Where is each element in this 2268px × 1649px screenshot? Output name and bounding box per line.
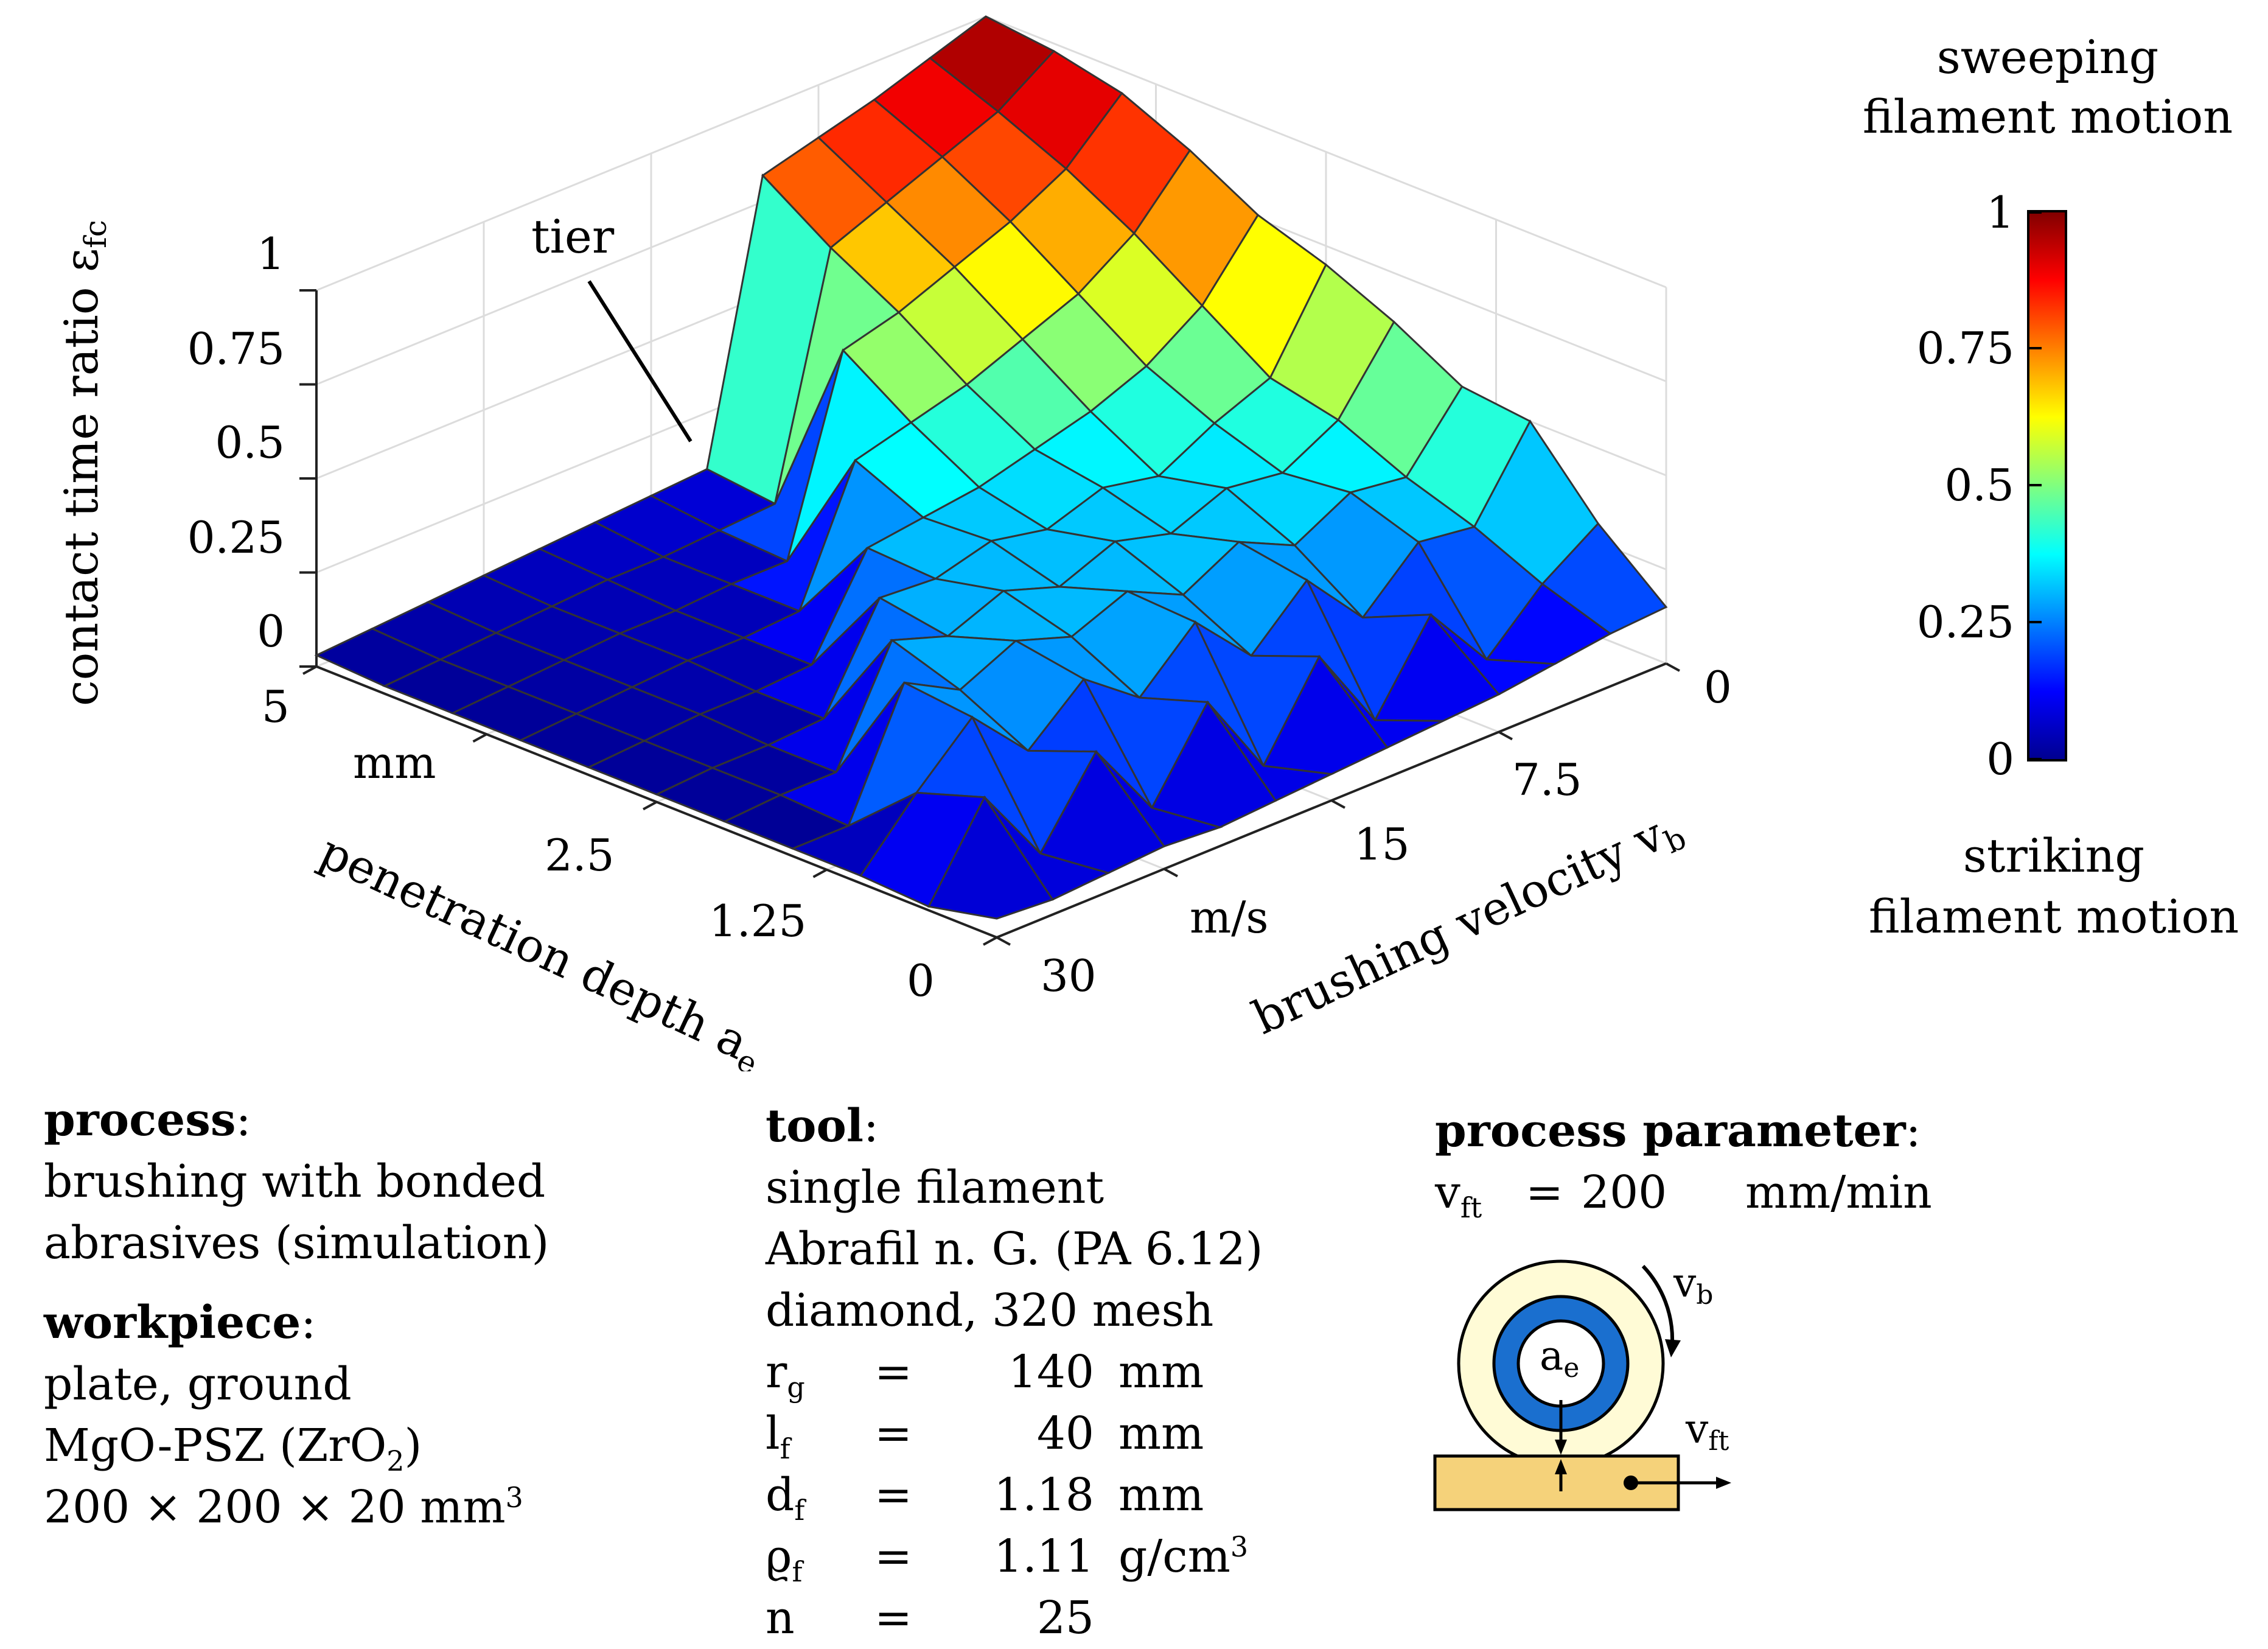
tool-param-row: df = 1.18 mm — [766, 1469, 1204, 1527]
workpiece-line-3: 200 × 200 × 20 mm3 — [44, 1480, 523, 1533]
ae-arrow-up-head — [1555, 1459, 1567, 1474]
y-tick-1-25: 1.25 — [709, 895, 806, 947]
tool-heading: tool: — [766, 1100, 879, 1152]
tier-annotation: tier — [531, 209, 615, 264]
z-tick-4: 1 — [257, 228, 285, 279]
y-tick-mark — [812, 868, 828, 878]
colorbar-top-label-1: sweeping — [1937, 30, 2159, 84]
process-panel: process: brushing with bonded abrasives … — [44, 1090, 549, 1538]
x-tick-30: 30 — [1041, 950, 1097, 1001]
colorbar-top-label-2: filament motion — [1863, 89, 2233, 144]
surface-chart: 0 0.25 0.5 0.75 1 contact time ratio εfc… — [54, 15, 2239, 1071]
colorbar-tick-2: 0.5 — [1944, 460, 2014, 511]
z-axis-label: contact time ratio εfc — [54, 220, 113, 706]
ae-arrow-down-head — [1555, 1440, 1567, 1455]
y-axis-label: penetration depth ae — [310, 824, 773, 1071]
process-parameter-panel: process parameter: vft = 200 mm/min — [1435, 1101, 1932, 1224]
surface-plot — [314, 15, 1668, 920]
tier-annotation-line — [587, 280, 693, 443]
vb-label: vb — [1673, 1259, 1713, 1311]
tool-panel: tool: single filament Abrafil n. G. (PA … — [766, 1096, 1301, 1649]
workpiece-heading: workpiece: — [44, 1297, 316, 1349]
y-tick-2-5: 2.5 — [545, 830, 615, 881]
feed-arrow-head — [1716, 1477, 1731, 1489]
colorbar-tick-1: 0.25 — [1917, 597, 2014, 648]
x-tick-mark — [1666, 662, 1680, 672]
x-tick-mark — [1498, 730, 1513, 741]
tool-param-row: rg = 140 mm — [766, 1346, 1204, 1404]
colorbar-bottom-label-2: filament motion — [1869, 889, 2239, 944]
z-tick-3: 0.75 — [187, 323, 285, 374]
brush-schematic: vb ae vft — [1433, 1259, 1731, 1511]
x-axis-label: brushing velocity vb — [1244, 799, 1692, 1049]
x-tick-unit: m/s — [1190, 892, 1268, 943]
tool-line-2: Abrafil n. G. (PA 6.12) — [766, 1223, 1263, 1275]
rotation-arrow-head — [1665, 1339, 1681, 1357]
x-tick-mark — [1164, 867, 1178, 878]
colorbar-tick-4: 1 — [1986, 187, 2014, 238]
ae-label: ae — [1540, 1332, 1579, 1384]
tool-param-row: n = 25 — [766, 1592, 1094, 1644]
y-tick-mark — [643, 800, 657, 811]
x-tick-0: 0 — [1704, 662, 1732, 713]
y-tick-mark — [302, 665, 317, 675]
y-tick-mark — [983, 936, 997, 946]
z-tick-0: 0 — [257, 606, 285, 657]
process-parameter-row: vft = 200 mm/min — [1435, 1166, 1932, 1225]
z-tick-1: 0.25 — [187, 512, 285, 563]
x-tick-mark — [996, 936, 1011, 946]
colorbar-bottom-label-1: striking — [1963, 828, 2144, 883]
x-tick-7-5: 7.5 — [1512, 754, 1582, 805]
tool-param-row: lf = 40 mm — [766, 1407, 1204, 1466]
y-tick-unit: mm — [353, 737, 436, 788]
y-tick-mark — [472, 733, 487, 743]
colorbar-tick-3: 0.75 — [1917, 323, 2014, 374]
process-parameter-heading: process parameter: — [1435, 1105, 1921, 1157]
x-tick-15: 15 — [1354, 819, 1410, 870]
tool-param-row: ϱf = 1.11 g/cm3 — [766, 1530, 1249, 1589]
vft-label: vft — [1685, 1406, 1729, 1457]
surface-patch — [927, 795, 1055, 920]
colorbar: 0 0.25 0.5 0.75 1 sweeping filament moti… — [1863, 30, 2239, 944]
tool-line-3: diamond, 320 mesh — [766, 1284, 1214, 1337]
process-heading: process: — [44, 1094, 251, 1146]
workpiece-line-1: plate, ground — [44, 1358, 352, 1410]
z-tick-2: 0.5 — [215, 417, 285, 468]
rotation-arrow — [1641, 1264, 1675, 1343]
x-tick-mark — [1331, 799, 1345, 809]
tool-line-1: single filament — [766, 1161, 1104, 1214]
process-line-1: brushing with bonded — [44, 1155, 546, 1208]
y-tick-5: 5 — [262, 681, 290, 732]
colorbar-tick-0: 0 — [1986, 733, 2014, 785]
workpiece-line-2: MgO-PSZ (ZrO2) — [44, 1420, 422, 1478]
y-tick-0: 0 — [907, 955, 935, 1006]
process-line-2: abrasives (simulation) — [44, 1217, 550, 1269]
